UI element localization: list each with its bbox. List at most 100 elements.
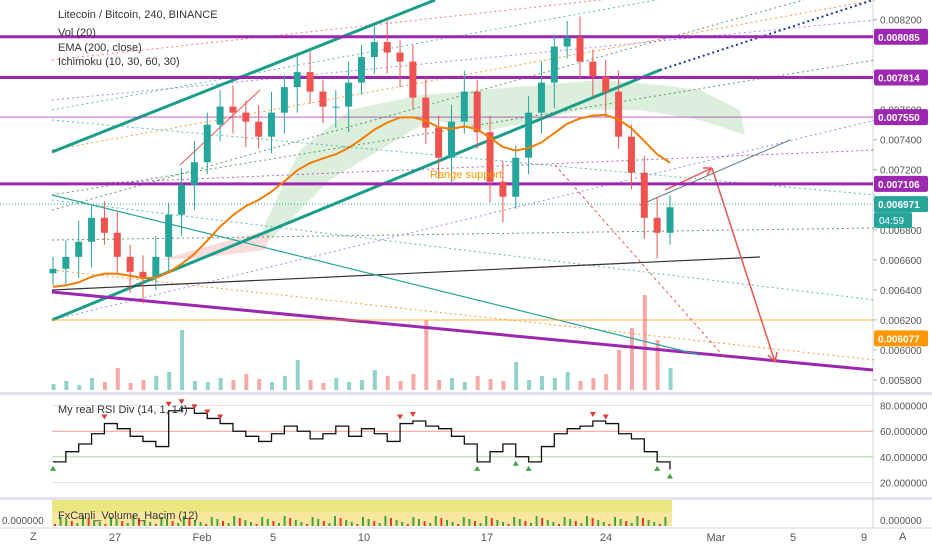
rsi-divergence-marker	[191, 404, 198, 410]
volume-bar	[231, 380, 236, 390]
volume-osc-bar	[132, 516, 135, 526]
volume-osc-bar	[227, 523, 230, 526]
panel-separator	[0, 392, 932, 395]
volume-bar	[655, 340, 660, 390]
candle-body	[640, 172, 648, 218]
volume-osc-bar	[457, 524, 460, 526]
ichimoku-cloud-area	[160, 232, 270, 260]
grey-trend-line	[639, 139, 791, 206]
volume-indicator-label[interactable]: FxCanli_Volume_Hacim (12)	[58, 510, 198, 522]
candle-body	[435, 127, 443, 158]
volume-osc-bar	[658, 524, 661, 526]
volume-oscillator-panel	[52, 500, 672, 526]
volume-osc-bar	[535, 516, 538, 526]
volume-osc-bar	[558, 524, 560, 526]
x-tick-label: 10	[358, 532, 370, 544]
x-tick-label: Feb	[193, 532, 212, 544]
rsi-divergence-marker	[589, 412, 596, 417]
price-label: 0.007550	[878, 113, 920, 124]
volume-bar	[552, 378, 557, 390]
indicator-ichimoku-label[interactable]: Ichimoku (10, 30, 60, 30)	[58, 56, 180, 68]
candle-body	[602, 76, 610, 92]
y-tick-label: 0.005800	[880, 376, 922, 387]
volume-bar	[398, 381, 403, 390]
volume-osc-bar	[177, 523, 180, 526]
timezone-button[interactable]: Z	[30, 531, 37, 543]
volume-bar	[668, 368, 673, 390]
ema-200-line	[52, 113, 671, 288]
volume-osc-bar	[300, 522, 303, 526]
channel-line	[51, 227, 876, 241]
volume-osc-bar	[65, 519, 68, 526]
volume-osc-bar	[322, 521, 325, 526]
y-tick-label: 0.006800	[880, 226, 922, 237]
volume-bar	[64, 381, 69, 390]
descending-support-line	[51, 290, 874, 372]
price-label-box	[874, 69, 928, 86]
left-axis-label: 0.000000	[2, 516, 44, 527]
volume-bar	[565, 372, 570, 390]
volume-bar	[90, 378, 95, 390]
volume-osc-bar	[468, 519, 471, 526]
x-tick-label: 27	[109, 532, 121, 544]
candle-body	[319, 91, 327, 107]
volume-osc-bar	[216, 519, 219, 526]
volume-bar	[334, 378, 339, 390]
volume-osc-bar	[210, 517, 213, 526]
volume-bar	[128, 383, 133, 390]
price-label-box	[874, 330, 928, 347]
candle-body	[499, 181, 507, 197]
candle-body	[460, 91, 468, 122]
candle-body	[627, 136, 635, 173]
volume-bar	[244, 374, 249, 390]
candle-body	[486, 132, 494, 182]
volume-osc-bar	[429, 523, 432, 526]
volume-osc-bar	[222, 521, 224, 526]
volume-osc-bar	[647, 520, 650, 526]
volume-bar	[360, 380, 364, 390]
volume-osc-bar	[278, 523, 280, 526]
chart-title[interactable]: Litecoin / Bitcoin, 240, BINANCE	[58, 9, 218, 21]
rsi-divergence-marker	[512, 460, 519, 466]
rsi-divergence-marker	[101, 414, 108, 420]
volume-osc-bar	[434, 516, 437, 526]
y-tick-label: 0.006600	[880, 256, 922, 267]
arrow-head	[767, 351, 778, 363]
volume-osc-bar	[255, 524, 258, 526]
candle-body	[512, 157, 520, 197]
volume-osc-bar	[597, 520, 600, 526]
candle-body	[473, 91, 481, 133]
rsi-divergence-marker	[474, 465, 481, 471]
candlestick-series	[49, 16, 674, 304]
volume-osc-bar	[496, 520, 499, 526]
volume-bar	[270, 382, 275, 390]
volume-osc-bar	[406, 524, 409, 526]
volume-osc-bar	[462, 517, 465, 526]
rsi-tick-label: 80.000000	[880, 402, 928, 413]
volume-osc-bar	[373, 521, 376, 526]
price-label-box	[874, 196, 928, 213]
auto-scale-button[interactable]: A	[899, 531, 907, 543]
volume-osc-bar	[619, 519, 622, 526]
candle-body	[229, 106, 237, 113]
volume-osc-bar	[199, 522, 202, 526]
rsi-tick-label: 60.000000	[880, 427, 928, 438]
rsi-indicator-label[interactable]: My real RSI Div (14, 1, 14)	[58, 404, 188, 416]
volume-osc-bar	[401, 522, 404, 526]
indicator-vol-label[interactable]: Vol (20)	[58, 27, 96, 39]
rsi-divergence-marker	[50, 465, 56, 471]
volume-bar	[321, 383, 326, 390]
volume-osc-bar	[328, 523, 331, 526]
rsi-panel	[50, 399, 873, 483]
candle-body	[396, 52, 404, 62]
candle-body	[525, 112, 533, 158]
indicator-ema-label[interactable]: EMA (200, close)	[58, 42, 142, 54]
volume-osc-bar	[250, 522, 252, 526]
candle-body	[100, 217, 108, 233]
rsi-divergence-marker	[602, 414, 609, 420]
volume-osc-bar	[580, 523, 583, 526]
rsi-tick-label: 40.000000	[880, 453, 928, 464]
volume-osc-bar	[143, 520, 146, 526]
rsi-divergence-marker	[165, 401, 172, 407]
